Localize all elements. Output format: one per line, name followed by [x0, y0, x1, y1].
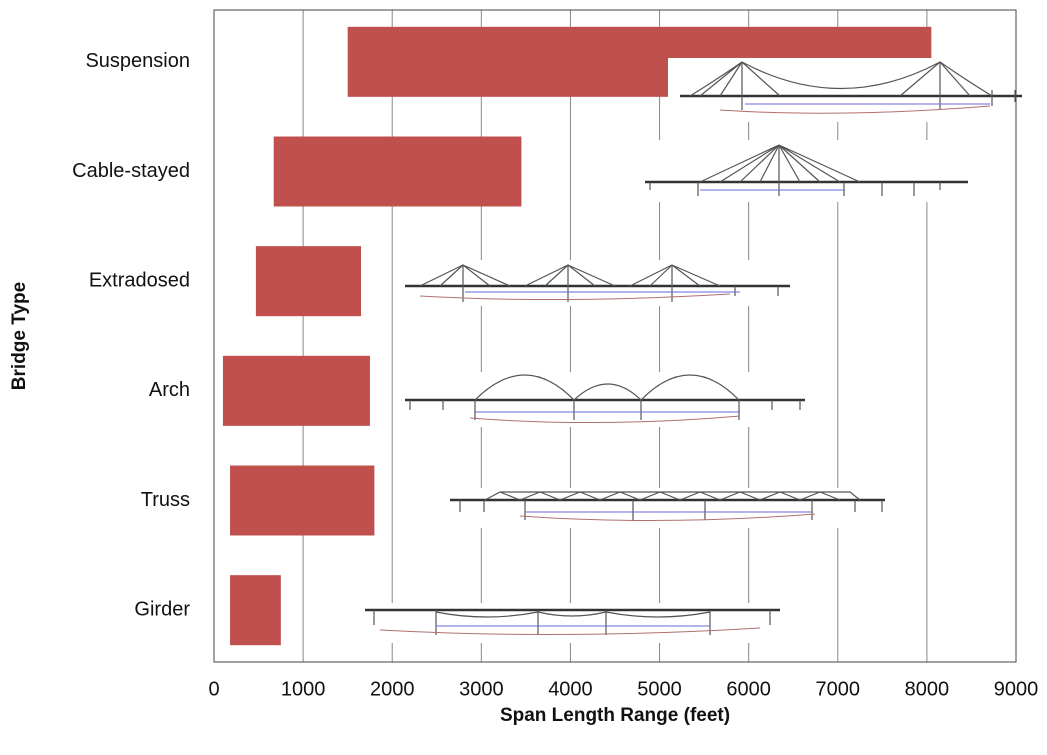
y-tick-label: Truss [141, 489, 190, 511]
y-tick-label: Arch [149, 379, 190, 401]
y-tick-label: Cable-stayed [72, 160, 190, 182]
y-axis-title: Bridge Type [9, 282, 30, 390]
x-tick-label: 8000 [905, 678, 950, 700]
bridge-sketches [360, 58, 1024, 643]
x-tick-label: 6000 [726, 678, 771, 700]
x-tick-label: 5000 [637, 678, 682, 700]
extradosed-sketch [400, 260, 796, 306]
cable-stayed-sketch [640, 140, 985, 202]
x-tick-label: 3000 [459, 678, 504, 700]
x-axis-title: Span Length Range (feet) [500, 705, 730, 726]
girder-sketch [360, 603, 786, 643]
plot-frame [213, 9, 1017, 663]
x-tick-label: 0 [208, 678, 219, 700]
bar [230, 575, 281, 646]
x-tick-label: 9000 [994, 678, 1039, 700]
bar [255, 246, 362, 317]
x-tick-label: 1000 [281, 678, 326, 700]
y-tick-label: Suspension [85, 50, 190, 72]
bar [230, 465, 375, 536]
y-tick-label: Extradosed [89, 269, 190, 291]
arch-sketch [400, 372, 825, 427]
suspension-sketch [668, 58, 1024, 122]
x-tick-label: 4000 [548, 678, 593, 700]
truss-sketch [445, 488, 905, 528]
bar [222, 355, 370, 426]
x-tick-label: 7000 [816, 678, 861, 700]
bar [273, 136, 522, 207]
x-tick-label: 2000 [370, 678, 415, 700]
y-tick-label: Girder [134, 598, 190, 620]
